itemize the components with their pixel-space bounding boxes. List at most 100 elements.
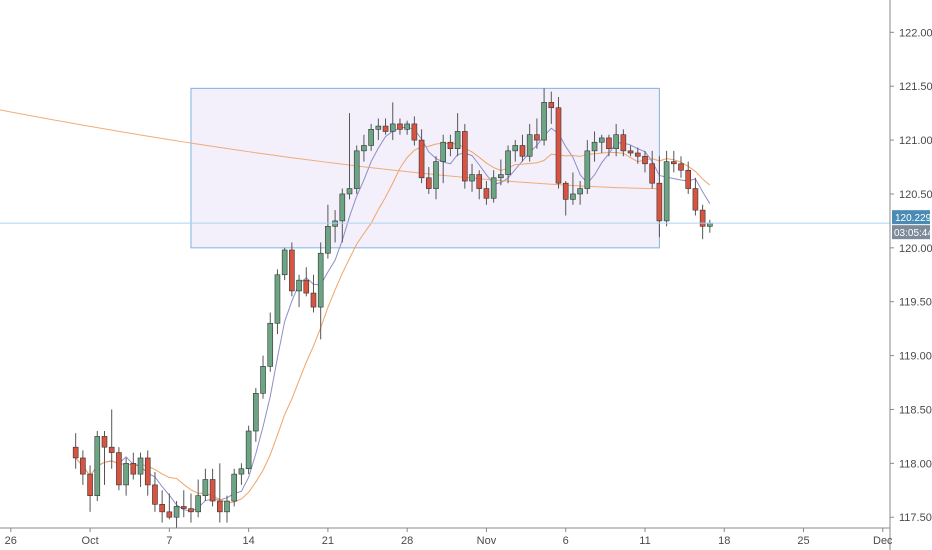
candle-down bbox=[303, 267, 310, 297]
candle-down bbox=[101, 431, 108, 485]
candle-down bbox=[627, 145, 634, 157]
candle-body bbox=[296, 279, 302, 292]
candle-down bbox=[519, 134, 526, 162]
candle-down bbox=[152, 471, 158, 512]
candle-body bbox=[498, 174, 504, 179]
candle-down bbox=[678, 156, 684, 178]
candle-body bbox=[627, 150, 634, 154]
candle-body bbox=[534, 134, 540, 141]
candle-body bbox=[173, 506, 180, 518]
candle-body bbox=[368, 129, 374, 146]
long-moving-average bbox=[0, 109, 660, 190]
candle-down bbox=[685, 161, 692, 194]
time-tick-label: 28 bbox=[401, 535, 413, 547]
candle-up bbox=[260, 355, 266, 399]
candle-body bbox=[116, 452, 122, 486]
candle-body bbox=[397, 123, 403, 130]
range-box[interactable] bbox=[190, 87, 660, 249]
candle-body bbox=[317, 252, 324, 308]
candle-down bbox=[144, 450, 151, 496]
candle-up bbox=[433, 156, 439, 200]
last-price-value: 120.229 bbox=[895, 213, 932, 224]
candle-body bbox=[577, 188, 583, 195]
candle-up bbox=[325, 204, 331, 259]
candle-body bbox=[339, 193, 346, 222]
candle-body bbox=[678, 163, 684, 171]
countdown-tag bbox=[892, 225, 930, 240]
price-tick-label: 118.000 bbox=[899, 458, 932, 470]
candle-down bbox=[425, 167, 432, 194]
candle-body bbox=[591, 141, 598, 152]
candle-down bbox=[606, 134, 612, 157]
candle-body bbox=[620, 134, 627, 152]
candle-down bbox=[699, 204, 706, 240]
candle-up bbox=[317, 242, 324, 340]
candle-up bbox=[368, 123, 374, 151]
candle-down bbox=[209, 468, 216, 507]
candle-down bbox=[108, 409, 115, 469]
candle-up bbox=[361, 134, 367, 162]
candle-body bbox=[505, 150, 511, 175]
time-tick-label: 26 bbox=[5, 535, 17, 547]
candle-body bbox=[289, 249, 295, 292]
candle-body bbox=[202, 479, 209, 496]
candle-body bbox=[634, 152, 641, 157]
candle-up bbox=[274, 269, 281, 335]
candle-body bbox=[404, 123, 410, 130]
price-tick-label: 122.000 bbox=[899, 27, 932, 39]
candle-body bbox=[642, 155, 648, 165]
candle-body bbox=[440, 141, 446, 162]
candle-up bbox=[584, 140, 591, 194]
price-tick-label: 118.500 bbox=[899, 404, 932, 416]
candle-down bbox=[642, 150, 648, 173]
time-tick-label: Nov bbox=[477, 535, 497, 547]
candle-down bbox=[72, 433, 79, 469]
candle-up bbox=[577, 181, 583, 205]
candle-body bbox=[231, 473, 238, 502]
candle-down bbox=[462, 123, 468, 189]
candle-body bbox=[130, 463, 137, 475]
candle-down bbox=[289, 242, 295, 297]
candle-down bbox=[671, 150, 677, 173]
candle-up bbox=[173, 501, 180, 528]
candle-up bbox=[570, 172, 576, 205]
candle-up bbox=[389, 102, 396, 141]
candle-up bbox=[123, 457, 129, 496]
candle-up bbox=[469, 163, 475, 192]
candle-body bbox=[209, 479, 216, 502]
candle-body bbox=[166, 511, 173, 518]
candle-body bbox=[606, 137, 612, 150]
candle-down bbox=[87, 465, 93, 512]
candle-down bbox=[548, 91, 555, 124]
candle-up bbox=[253, 387, 259, 442]
candle-down bbox=[116, 447, 122, 491]
candle-body bbox=[281, 249, 288, 276]
candle-up bbox=[346, 113, 353, 200]
candle-down bbox=[555, 96, 562, 189]
candle-down bbox=[180, 490, 187, 518]
candle-up bbox=[404, 120, 410, 135]
candles bbox=[72, 88, 713, 528]
candle-body bbox=[195, 495, 201, 513]
candle-body bbox=[389, 123, 396, 132]
price-tick-label: 120.000 bbox=[899, 243, 932, 255]
candle-body bbox=[310, 292, 317, 308]
candle-body bbox=[462, 131, 468, 182]
time-tick-label: 25 bbox=[797, 535, 809, 547]
candle-body bbox=[663, 161, 670, 222]
candle-up bbox=[505, 145, 511, 184]
candle-up bbox=[94, 431, 101, 502]
candle-down bbox=[188, 493, 194, 523]
price-tick-label: 120.500 bbox=[899, 189, 932, 201]
candle-body bbox=[375, 125, 382, 130]
candle-down bbox=[562, 181, 569, 216]
last-price-tag bbox=[892, 210, 930, 225]
candle-body bbox=[418, 139, 425, 179]
candle-up bbox=[195, 479, 201, 518]
candle-down bbox=[159, 490, 165, 523]
price-tick-label: 119.500 bbox=[899, 297, 932, 309]
candle-body bbox=[411, 123, 418, 141]
price-tick-label: 121.000 bbox=[899, 135, 932, 147]
candle-body bbox=[685, 169, 692, 189]
